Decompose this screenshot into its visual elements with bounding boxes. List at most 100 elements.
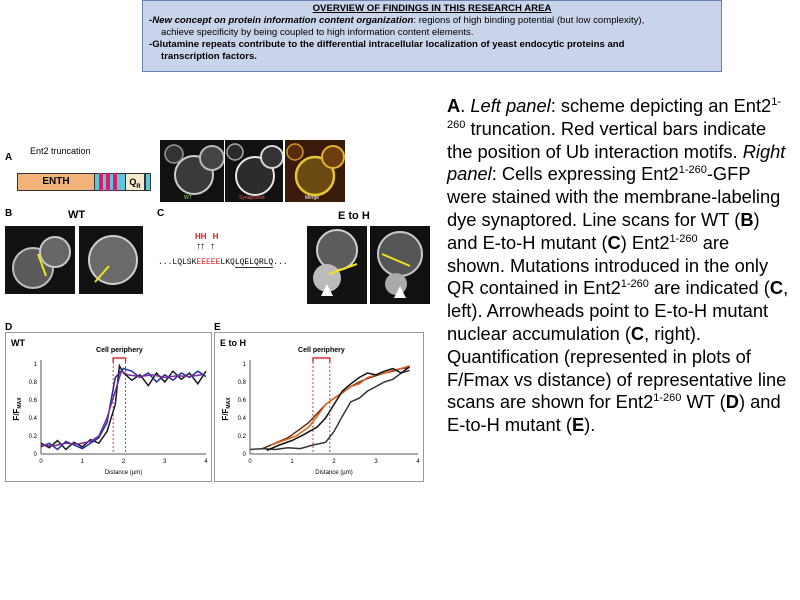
series-line-4 [266, 366, 411, 452]
ub-motif-bar-1 [99, 173, 103, 191]
x-axis-label: Distance (µm) [315, 470, 352, 476]
wt-cells-image [164, 144, 224, 195]
periphery-bracket [312, 357, 331, 362]
caption-sup: 1-260 [447, 95, 781, 131]
y-tick-label: 0.6 [238, 398, 247, 404]
arrowhead-icon [394, 286, 406, 298]
finding-1-cont: achieve specificity by being coupled to … [161, 27, 474, 38]
x-tick-label: 3 [163, 459, 167, 465]
caption-text: , right). Quantification (represented in… [447, 322, 787, 413]
x-tick-label: 3 [374, 459, 378, 465]
chart-frame [5, 332, 212, 482]
plot-label: E to H [220, 338, 246, 348]
mutation-label-1: H [195, 232, 201, 241]
caption-sup: 1-260 [678, 164, 707, 177]
qr-label: Q [129, 177, 137, 187]
mutation-arrows: ↑↑ ↑ [196, 241, 215, 252]
caption-text: . [460, 95, 471, 116]
caption-d: D [725, 391, 739, 413]
panel-a-image-wt: WT [160, 140, 224, 202]
panel-b-image-2 [79, 226, 143, 294]
panel-d-letter: D [5, 322, 13, 333]
series-line-3 [270, 365, 410, 446]
y-tick-label: 0.2 [29, 434, 38, 440]
y-tick-label: 1 [34, 362, 38, 368]
c-terminal-end [145, 173, 151, 191]
caption-text: truncation. Red vertical bars indicate t… [447, 117, 767, 162]
finding-1-bold: -New concept on protein information cont… [149, 15, 414, 26]
mutant-linescan-image-1 [313, 229, 358, 296]
caption-text: ). [584, 414, 596, 436]
caption-sup: 1-260 [669, 232, 698, 245]
chart-e: 0 1 2 3 4 0 0.2 0.4 0.6 0.8 1 E to H Cell periphery D… [214, 332, 424, 482]
finding-2-line2: transcription factors. [161, 51, 257, 62]
panel-a-letter: A [5, 152, 13, 163]
ub-motif-bar-2 [106, 173, 110, 191]
caption-text: are indicated ( [648, 277, 770, 299]
sequence: ...LQLSKEEEEELKQLQELQRLQ... [158, 258, 288, 268]
sequence-end: ... [273, 258, 288, 267]
plot-label: WT [11, 338, 25, 348]
enth-label: ENTH [42, 176, 70, 187]
y-tick-label: 0.8 [29, 380, 38, 386]
wt-linescan-image-1 [12, 236, 71, 289]
enth-domain: ENTH [17, 173, 95, 191]
x-tick-label: 2 [122, 459, 126, 465]
caption-text: ) and E-to-H mutant ( [447, 208, 760, 253]
periphery-bracket [112, 357, 127, 362]
x-tick-label: 4 [416, 459, 420, 465]
periphery-label: Cell periphery [298, 347, 345, 354]
ent2-truncation-scheme: ENTH QR [17, 173, 151, 191]
y-tick-label: 1 [243, 362, 247, 368]
caption-e: E [571, 414, 585, 436]
caption-text: , left). Arrowheads point to E-to-H muta… [447, 277, 789, 344]
y-tick-label: 0.8 [238, 380, 247, 386]
panel-c-letter: C [157, 208, 165, 219]
caption-c: C [769, 277, 784, 299]
caption-text: : scheme depicting an Ent2 [550, 95, 772, 116]
y-tick-label: 0 [243, 452, 247, 458]
x-tick-label: 0 [39, 459, 43, 465]
y-axis-label: F/FMAX [221, 397, 232, 421]
periphery-label: Cell periphery [96, 347, 143, 354]
series-line-3 [40, 370, 203, 447]
qr-label-sub: R [136, 183, 141, 190]
chart-frame [214, 332, 424, 482]
x-tick-label: 4 [204, 459, 208, 465]
ub-motif-bar-3 [113, 173, 117, 191]
sequence-mutated: EEEEE [196, 258, 221, 267]
caption-c: C [607, 231, 621, 253]
caption-text: are shown. Mutations introduced in the o… [447, 231, 769, 299]
y-tick-label: 0.4 [238, 416, 247, 422]
image-label-merge: Merge [305, 195, 320, 201]
sequence-qr: LQELQRLQ [234, 258, 274, 268]
y-axis-label: F/FMAX [12, 397, 23, 421]
x-tick-label: 2 [332, 459, 336, 465]
wt-linescan-image-2 [88, 235, 138, 285]
caption-text: ) and E-to-H mutant ( [447, 391, 781, 436]
caption-text: -GFP were stained with the membrane-labe… [447, 163, 781, 230]
figure-caption: A. Left panel: scheme depicting an Ent21… [447, 95, 792, 437]
arrowhead-icon [321, 284, 333, 296]
x-axis-label: Distance (µm) [105, 470, 142, 476]
panel-b-title: WT [68, 209, 86, 221]
arrow-up-icon: ↑ [210, 241, 215, 252]
sequence-prefix: ...LQLSK [158, 258, 197, 267]
y-tick-label: 0.6 [29, 398, 38, 404]
panel-c-title: E to H [338, 210, 370, 222]
y-tick-label: 0.2 [238, 434, 247, 440]
x-tick-label: 1 [290, 459, 294, 465]
caption-sup: 1-260 [653, 392, 682, 405]
arrow-up-icon: ↑↑ [196, 241, 205, 252]
panel-b-letter: B [5, 208, 13, 219]
mutation-label-2: H [200, 232, 207, 241]
caption-text: WT ( [681, 391, 726, 413]
synaptored-cells-image [226, 143, 283, 196]
panel-a-image-synaptored: Synaptored [225, 140, 283, 202]
caption-b: B [740, 208, 754, 230]
finding-1-rest: : regions of high binding potential (but… [413, 15, 645, 26]
x-tick-label: 1 [81, 459, 85, 465]
caption-c: C [630, 322, 645, 344]
sequence-mid: LKQ [220, 258, 235, 267]
caption-text: : Cells expressing Ent2 [491, 163, 679, 185]
